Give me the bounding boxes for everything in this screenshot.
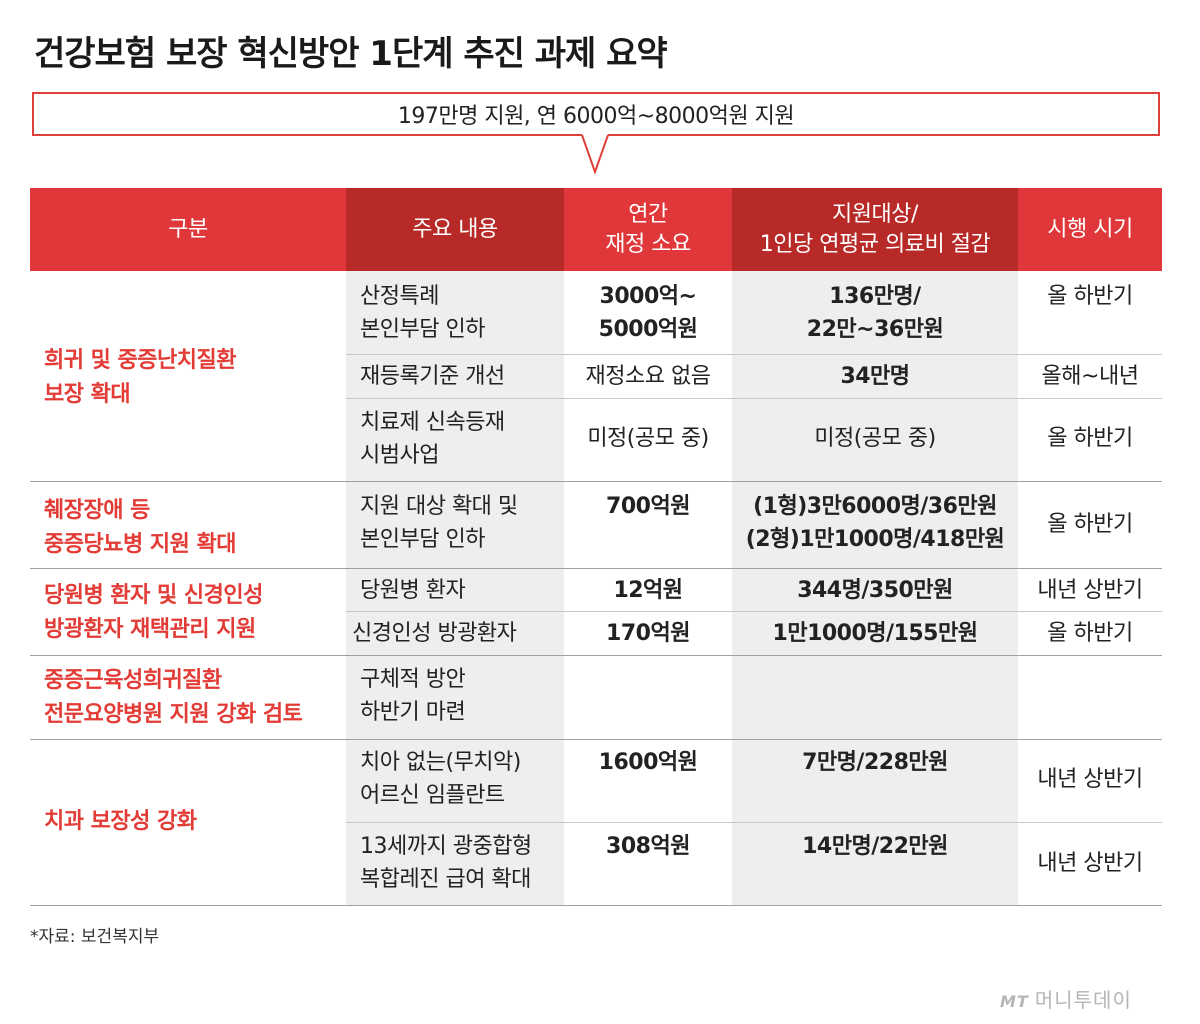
row-timing: 올 하반기 [1047, 512, 1133, 537]
group-divider [30, 655, 1162, 656]
row-content: 당원병 환자 [360, 578, 466, 603]
row-content: 구체적 방안 하반기 마련 [360, 667, 466, 725]
row-timing: 올 하반기 [1047, 284, 1133, 309]
logo-mark: MT [1000, 992, 1029, 1011]
header-target: 지원대상/ 1인당 연평균 의료비 절감 [732, 188, 1018, 271]
row-target: 14만명/22만원 [802, 834, 948, 859]
category-rare-disease: 희귀 및 중증난치질환 보장 확대 [44, 348, 236, 407]
header-content: 주요 내용 [346, 188, 564, 271]
page-title: 건강보험 보장 혁신방안 1단계 추진 과제 요약 [34, 34, 668, 74]
row-timing: 내년 상반기 [1037, 767, 1143, 792]
callout-pointer [581, 134, 609, 174]
category-home-care: 당원병 환자 및 신경인성 방광환자 재택관리 지원 [44, 583, 263, 642]
header-timing: 시행 시기 [1018, 188, 1162, 271]
content-column-bg [346, 271, 564, 905]
table-bottom-border [30, 905, 1162, 906]
header-budget: 연간 재정 소요 [564, 188, 732, 271]
category-diabetes: 췌장장애 등 중증당뇨병 지원 확대 [44, 498, 236, 557]
row-divider [346, 398, 1162, 399]
row-content: 지원 대상 확대 및 본인부담 인하 [360, 494, 518, 552]
summary-callout: 197만명 지원, 연 6000억~8000억원 지원 [32, 92, 1160, 136]
category-muscle-disease: 중증근육성희귀질환 전문요양병원 지원 강화 검토 [44, 668, 303, 727]
row-divider [346, 611, 1162, 612]
row-budget: 170억원 [606, 621, 690, 646]
row-target: 344명/350만원 [797, 578, 953, 603]
brand-logo: MT 머니투데이 [1000, 984, 1132, 1013]
row-target: 1만1000명/155만원 [772, 621, 978, 646]
source-note: *자료: 보건복지부 [30, 927, 160, 947]
row-target: 34만명 [840, 364, 910, 389]
row-content: 재등록기준 개선 [360, 364, 505, 389]
row-content: 신경인성 방광환자 [352, 621, 517, 646]
row-timing: 올해~내년 [1041, 364, 1139, 389]
row-target: 136만명/ 22만~36만원 [806, 284, 944, 342]
row-divider [346, 822, 1162, 823]
header-category: 구분 [30, 188, 346, 271]
group-divider [30, 481, 1162, 482]
row-content: 산정특례 본인부담 인하 [360, 284, 485, 342]
row-content: 13세까지 광중합형 복합레진 급여 확대 [360, 834, 532, 892]
row-budget: 308억원 [606, 834, 690, 859]
row-target: 미정(공모 중) [814, 426, 936, 451]
row-budget: 재정소요 없음 [585, 364, 711, 389]
target-column-bg [732, 271, 1018, 905]
row-timing: 올 하반기 [1047, 426, 1133, 451]
row-divider [346, 354, 1162, 355]
row-budget: 700억원 [606, 494, 690, 519]
row-content: 치료제 신속등재 시범사업 [360, 410, 505, 468]
table-header: 구분 주요 내용 연간 재정 소요 지원대상/ 1인당 연평균 의료비 절감 시… [30, 188, 1162, 271]
group-divider [30, 568, 1162, 569]
row-timing: 올 하반기 [1047, 621, 1133, 646]
group-divider [30, 739, 1162, 740]
row-budget: 3000억~ 5000억원 [598, 284, 698, 342]
category-dental: 치과 보장성 강화 [44, 809, 197, 834]
row-budget: 1600억원 [598, 750, 698, 775]
row-timing: 내년 상반기 [1037, 578, 1143, 603]
row-content: 치아 없는(무치악) 어르신 임플란트 [360, 750, 521, 808]
logo-text: 머니투데이 [1034, 988, 1132, 1012]
row-target: (1형)3만6000명/36만원 (2형)1만1000명/418만원 [745, 494, 1005, 552]
row-budget: 12억원 [613, 578, 683, 603]
row-target: 7만명/228만원 [802, 750, 948, 775]
row-timing: 내년 상반기 [1037, 851, 1143, 876]
row-budget: 미정(공모 중) [587, 426, 709, 451]
